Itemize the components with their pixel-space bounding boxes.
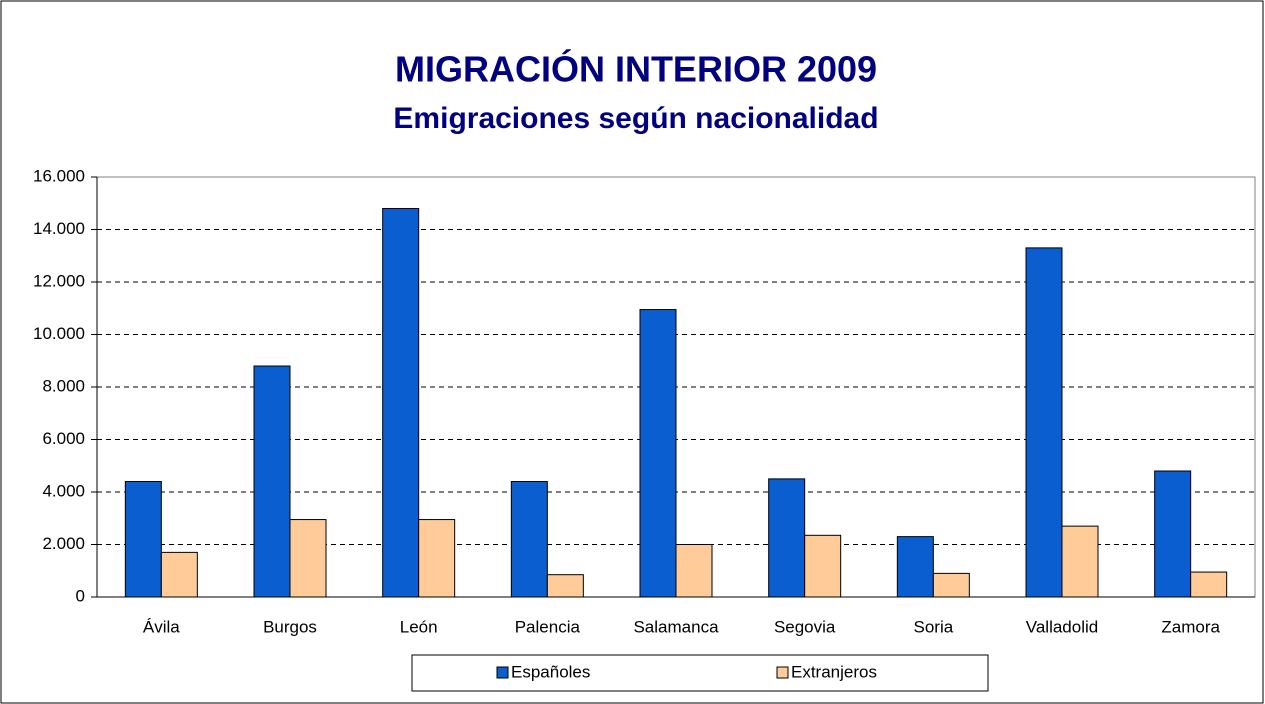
x-tick-label: Burgos [263,617,317,636]
legend-swatch [496,666,509,679]
bar [1025,247,1063,598]
y-tick-label: 8.000 [42,376,85,395]
bar [639,309,677,598]
x-tick-label: Palencia [515,617,581,636]
y-tick-label: 12.000 [33,271,85,290]
bar [1190,571,1228,598]
x-tick-label: Valladolid [1026,617,1098,636]
legend-label: Españoles [511,662,590,681]
bar [382,208,420,598]
bar [932,572,970,598]
x-tick-label: Zamora [1161,617,1220,636]
bar [768,478,806,598]
bar [289,519,327,598]
x-tick-label: Segovia [774,617,836,636]
bar [896,536,934,598]
x-tick-label: Salamanca [633,617,719,636]
bar [1061,525,1099,598]
bar [124,481,162,598]
y-tick-label: 6.000 [42,429,85,448]
y-tick-label: 0 [76,586,85,605]
bar [160,551,198,598]
x-tick-label: León [400,617,438,636]
y-tick-label: 14.000 [33,219,85,238]
legend-label: Extranjeros [791,662,877,681]
y-tick-label: 10.000 [33,324,85,343]
x-tick-label: Soria [913,617,953,636]
bar [253,365,291,598]
bar [1154,470,1192,598]
chart-title: MIGRACIÓN INTERIOR 2009 [395,48,877,90]
chart-subtitle: Emigraciones según nacionalidad [393,102,878,135]
bar [510,481,548,598]
bar [418,519,456,598]
y-tick-label: 4.000 [42,481,85,500]
x-tick-label: Ávila [143,617,180,636]
bar [546,574,584,598]
y-tick-label: 2.000 [42,534,85,553]
bar [675,544,713,598]
bar [804,534,842,598]
y-tick-label: 16.000 [33,166,85,185]
legend-swatch [776,666,789,679]
